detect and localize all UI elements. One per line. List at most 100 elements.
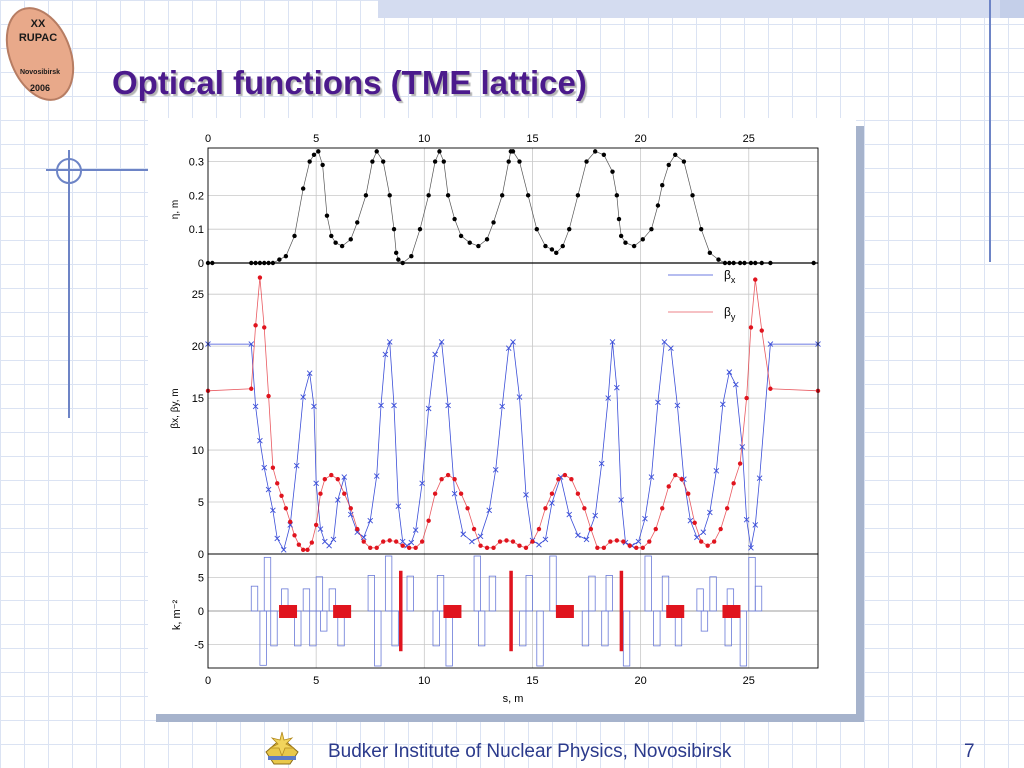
eta-point <box>491 220 496 225</box>
beta-x-point <box>360 534 367 541</box>
magnet-axis-label: k, m⁻² <box>171 600 183 631</box>
quadrupole-bar <box>709 576 717 612</box>
quadrupole-bar <box>473 555 481 612</box>
beta-x-point <box>752 522 759 528</box>
decor-vertical-line <box>68 150 70 418</box>
eta-point <box>584 159 589 164</box>
beta-y-point <box>666 484 671 489</box>
beta-y-point <box>406 545 412 550</box>
beta-y-point <box>249 386 254 391</box>
beta-x-point <box>391 402 397 409</box>
beta-x-point <box>592 512 599 519</box>
beta-y-point <box>759 328 764 333</box>
eta-tick-label: 0.1 <box>189 224 204 236</box>
x-tick-label-top: 0 <box>205 133 211 145</box>
eta-point <box>339 243 345 249</box>
beta-x-point <box>477 533 484 540</box>
quadrupole-bar <box>601 610 609 647</box>
x-tick-label-bottom: 0 <box>205 675 211 687</box>
beta-x-point <box>425 405 432 412</box>
beta-y-point <box>400 543 405 548</box>
beta-x-point <box>280 547 287 553</box>
beta-y-point <box>595 545 600 550</box>
beta-y-point <box>322 476 328 482</box>
beta-y-point <box>342 491 347 496</box>
beta-x-point <box>386 339 393 345</box>
eta-point <box>666 162 671 168</box>
beta-x-point <box>378 402 384 409</box>
eta-point <box>601 152 607 157</box>
eta-tick-label: 0.2 <box>189 190 204 202</box>
beta-tick-label: 5 <box>198 497 204 509</box>
eta-point <box>476 243 481 249</box>
eta-point <box>381 159 386 164</box>
beta-y-point <box>705 543 710 548</box>
dipole-magnet <box>722 605 741 618</box>
quadrupole-bar <box>605 575 613 612</box>
eta-point <box>506 159 511 164</box>
beta-x-point <box>445 402 451 409</box>
x-tick-label-bottom: 5 <box>313 675 319 687</box>
beta-y-point <box>608 539 613 544</box>
beta-y-point <box>673 472 678 478</box>
beta-y-point <box>718 526 723 532</box>
beta-y-point <box>465 506 470 511</box>
magnet-tick-label: 0 <box>198 606 204 618</box>
eta-point <box>445 193 451 198</box>
eta-point <box>575 193 581 198</box>
dipole-magnet <box>666 605 685 618</box>
quadrupole-bar <box>536 610 544 667</box>
beta-x-point <box>505 345 512 352</box>
quadrupole-bar <box>309 610 317 647</box>
quadrupole-bar <box>525 575 533 612</box>
beta-y-point <box>413 545 418 550</box>
quadrupole-bar <box>519 610 527 647</box>
panel-border <box>207 147 819 264</box>
beta-x-point <box>739 444 746 450</box>
quadrupole-bar <box>581 610 590 647</box>
magnet-tick-label: -5 <box>194 640 204 652</box>
beta-x-point <box>419 480 425 487</box>
eta-point <box>409 254 414 259</box>
beta-x-point <box>687 517 694 524</box>
beta-x-point <box>300 394 306 400</box>
beta-axis-label: βx, βy, m <box>170 388 181 428</box>
eta-point <box>300 186 306 191</box>
legend-label-beta-x: βx <box>724 268 736 285</box>
quadrupole-bar <box>263 556 272 612</box>
quadrupole-bar <box>477 610 486 647</box>
beta-x-point <box>661 339 668 345</box>
beta-y-point <box>497 539 503 544</box>
eta-point <box>592 149 598 154</box>
beta-x-point <box>618 497 624 503</box>
x-tick-label-top: 15 <box>526 133 538 145</box>
beta-y-point <box>275 481 280 486</box>
decor-horizontal-line <box>46 169 176 171</box>
x-tick-label-bottom: 25 <box>743 675 755 687</box>
magnet-tick-label: 5 <box>198 572 204 584</box>
beta-x-point <box>635 538 642 545</box>
footer-logo-icon <box>265 731 299 765</box>
beta-y-point <box>504 538 509 543</box>
beta-x-point <box>248 341 255 347</box>
eta-point <box>698 226 704 232</box>
eta-point <box>426 193 431 198</box>
top-decor-band-end <box>1000 0 1024 18</box>
beta-x-point <box>382 351 389 358</box>
decor-circle <box>56 158 82 184</box>
beta-x-point <box>614 384 620 391</box>
beta-y-point <box>257 275 263 280</box>
beta-y-point <box>543 506 548 511</box>
beta-y-point <box>621 539 626 544</box>
slide-title: Optical functions (TME lattice) <box>112 64 587 101</box>
quadrupole-bar <box>384 555 393 612</box>
beta-y-point <box>309 540 315 545</box>
beta-x-point <box>694 534 700 541</box>
eta-point <box>396 257 401 262</box>
beta-x-point <box>516 394 523 400</box>
quadrupole-bar <box>391 610 399 647</box>
beta-x-point <box>317 526 324 532</box>
beta-y-point <box>582 506 587 511</box>
beta-x-point <box>330 536 337 543</box>
